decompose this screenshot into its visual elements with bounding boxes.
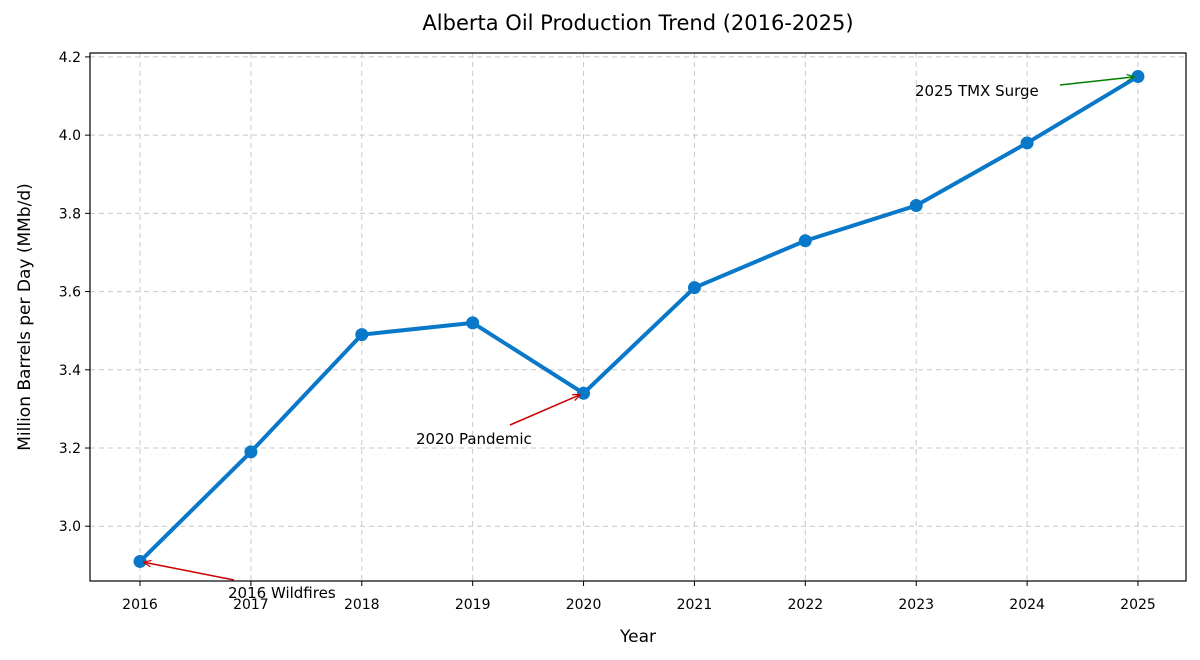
plot-frame [89, 52, 1187, 582]
x-tick-label: 2021 [677, 597, 713, 613]
x-tick-label: 2023 [898, 597, 934, 613]
x-tick-label: 2020 [566, 597, 602, 613]
y-axis: 3.0 3.2 3.4 3.6 3.8 4.0 4.2 [59, 50, 90, 535]
grid [90, 53, 1186, 581]
x-tick-label: 2018 [344, 597, 380, 613]
y-tick-label: 3.8 [59, 206, 81, 222]
annotation-arrow [144, 562, 235, 581]
series-line [138, 74, 1140, 564]
x-tick-label: 2025 [1120, 597, 1156, 613]
y-tick-label: 4.0 [59, 128, 81, 144]
annotation-label: 2016 Wildfires [228, 584, 336, 602]
series [133, 69, 1145, 568]
y-tick-label: 3.6 [59, 285, 81, 301]
x-axis: 2016 2017 2018 2019 2020 2021 2022 2023 2024 2025 [122, 581, 1156, 613]
annotation-label: 2025 TMX Surge [915, 82, 1039, 100]
data-point [1020, 136, 1034, 150]
data-point [798, 234, 812, 248]
x-tick-label: 2024 [1009, 597, 1045, 613]
y-axis-label: Million Barrels per Day (MMb/d) [15, 183, 35, 451]
data-point [687, 281, 701, 295]
data-point [244, 445, 258, 459]
annotation-arrow [1059, 77, 1134, 86]
annotation-label: 2020 Pandemic [416, 430, 532, 448]
chart-title: Alberta Oil Production Trend (2016-2025) [422, 11, 853, 35]
annotations: 2016 Wildfires 2020 Pandemic 2025 TMX Surg… [144, 77, 1134, 602]
y-tick-label: 3.4 [59, 363, 81, 379]
y-tick-label: 4.2 [59, 50, 81, 66]
x-tick-label: 2017 [233, 597, 269, 613]
data-point [466, 316, 480, 330]
y-tick-label: 3.2 [59, 441, 81, 457]
x-tick-label: 2019 [455, 597, 491, 613]
data-point [355, 328, 369, 342]
data-point [577, 386, 591, 400]
x-tick-label: 2016 [122, 597, 158, 613]
x-tick-label: 2022 [788, 597, 824, 613]
data-point [909, 199, 923, 213]
x-axis-label: Year [619, 627, 656, 647]
y-tick-label: 3.0 [59, 519, 81, 535]
annotation-arrow [509, 395, 580, 426]
data-point [133, 554, 147, 568]
